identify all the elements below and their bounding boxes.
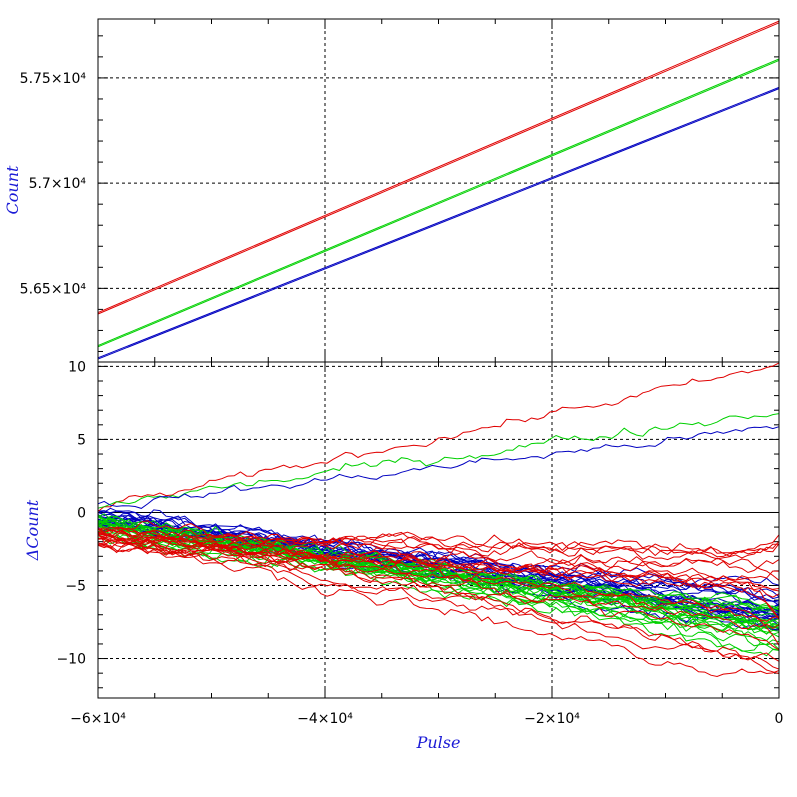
top-y-tick-label: 5.65×10⁴ xyxy=(20,281,87,297)
x-tick-label: 0 xyxy=(775,711,784,727)
residual-series-line xyxy=(97,533,780,598)
top-series-line xyxy=(97,58,780,347)
top-series-line xyxy=(97,22,780,315)
bottom-y-tick-label: 5 xyxy=(77,432,86,448)
top-series-line xyxy=(97,20,780,314)
bottom-panel: −10 −5 0 5 10 −6×10⁴ −4×10⁴ −2×10⁴ 0 xyxy=(56,359,783,727)
residual-series-line xyxy=(97,530,780,557)
bottom-panel-frame xyxy=(97,361,780,699)
residual-series-line xyxy=(97,528,780,558)
bottom-y-tick-label: 0 xyxy=(77,505,86,521)
x-tick-label: −2×10⁴ xyxy=(524,711,580,727)
residual-series-line xyxy=(97,532,780,675)
residual-series-line xyxy=(97,535,780,678)
residual-series-line xyxy=(97,426,780,509)
top-series-line xyxy=(97,86,780,359)
x-tick-label: −4×10⁴ xyxy=(297,711,353,727)
bottom-y-tick-label: −10 xyxy=(56,652,86,668)
residual-series-line xyxy=(97,362,780,512)
bottom-y-tick-label: −5 xyxy=(65,579,86,595)
residual-series-line xyxy=(97,526,780,609)
x-tick-label: −6×10⁴ xyxy=(70,711,126,727)
bottom-y-tick-label: 10 xyxy=(68,359,86,375)
bottom-y-axis-label: ΔCount xyxy=(23,499,42,561)
top-y-tick-label: 5.75×10⁴ xyxy=(20,71,87,87)
residual-series-line xyxy=(97,520,779,561)
residual-series-line xyxy=(97,530,780,633)
residual-series-line xyxy=(97,537,780,629)
residual-series-line xyxy=(97,527,780,557)
residual-series-line xyxy=(97,526,780,622)
residual-series-line xyxy=(97,544,780,590)
residual-series-line xyxy=(97,543,780,581)
residual-series-line xyxy=(97,527,780,646)
top-y-axis-label: Count xyxy=(3,165,22,214)
residual-series-line xyxy=(97,509,780,603)
x-axis-label: Pulse xyxy=(416,733,461,752)
residual-series-line xyxy=(97,540,780,620)
residual-series-line xyxy=(97,539,780,581)
residual-series-line xyxy=(97,413,780,509)
top-series-line xyxy=(97,59,780,348)
top-series-line xyxy=(97,88,780,360)
top-panel: 5.65×10⁴ 5.7×10⁴ 5.75×10⁴ xyxy=(20,18,780,363)
top-panel-frame xyxy=(97,18,780,363)
top-y-tick-label: 5.7×10⁴ xyxy=(29,176,87,192)
